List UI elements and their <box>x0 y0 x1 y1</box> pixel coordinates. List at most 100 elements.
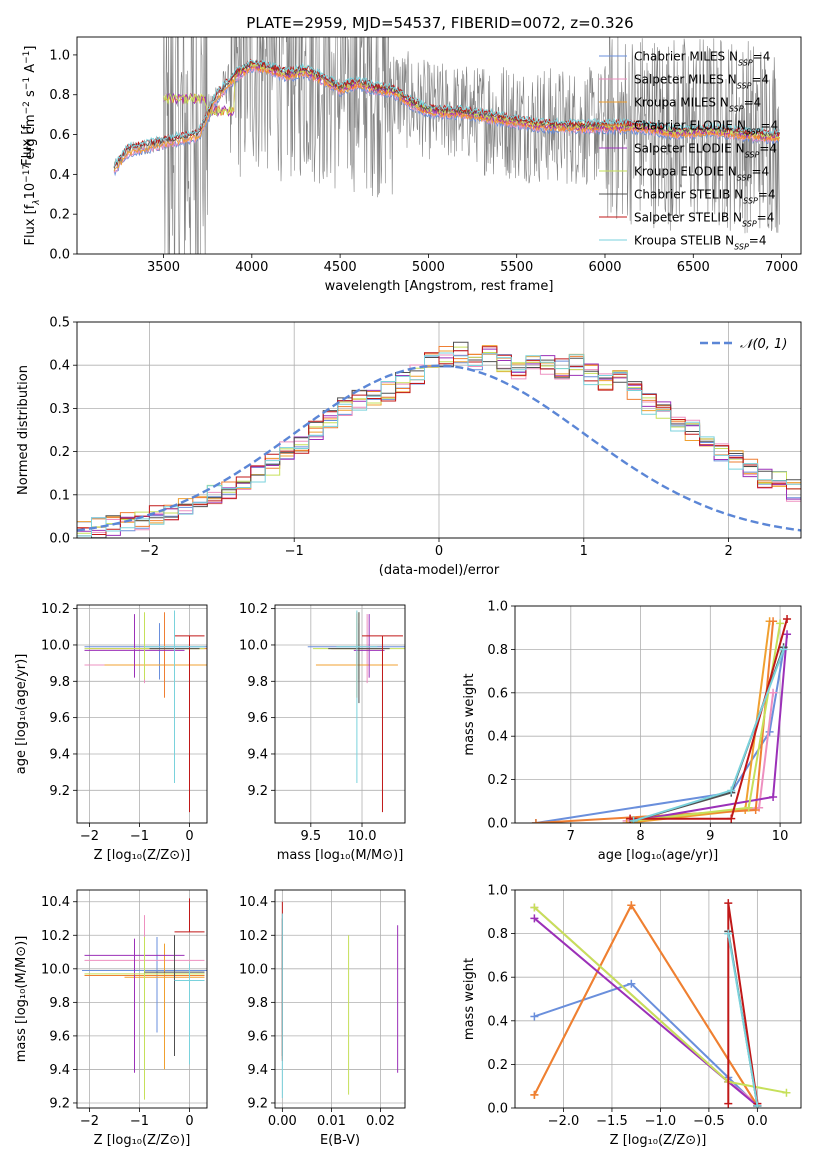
legend-entry-4: Salpeter ELODIE NSSP=4 <box>634 142 777 160</box>
weight-line <box>727 933 759 1106</box>
y-tick-label: 10.2 <box>239 602 268 617</box>
x-tick-label: 0 <box>185 829 193 844</box>
plot-area-mass-vs-Z <box>82 898 207 1100</box>
plot-area-weight-vs-Z <box>530 899 791 1108</box>
axes-frame <box>76 604 208 824</box>
x-axis-label: mass [log₁₀(M/M⊙)] <box>277 848 404 863</box>
legend-model-name: Kroupa ELODIE <box>634 165 724 179</box>
x-tick-label: 9 <box>706 829 714 844</box>
weight-series-0 <box>530 979 762 1108</box>
figure-title: PLATE=2959, MJD=54537, FIBERID=0072, z=0… <box>246 14 633 32</box>
x-tick-label: −2 <box>80 1114 99 1129</box>
legend-normal-label: 𝒩(0, 1) <box>740 337 787 352</box>
weight-marker <box>782 1088 791 1097</box>
y-tick-label: 0.1 <box>49 488 70 503</box>
x-axis-label: (data-model)/error <box>379 563 500 578</box>
x-tick-label: −1.5 <box>596 1114 628 1129</box>
x-tick-label: 9.5 <box>300 829 321 844</box>
x-axis-label: age [log₁₀(age/yr)] <box>598 848 719 863</box>
y-label-part: ] <box>23 46 38 51</box>
y-tick-label: 1.0 <box>487 600 508 615</box>
y-tick-label: 9.4 <box>49 1063 70 1078</box>
x-tick-label: −2 <box>80 829 99 844</box>
legend-n: N <box>725 234 734 248</box>
y-label-part: 10 <box>23 183 38 200</box>
weight-marker <box>776 619 785 628</box>
legend-ssp: SSP <box>745 150 760 159</box>
x-tick-label: 1 <box>580 544 588 559</box>
legend-n: N <box>733 211 742 225</box>
y-label-part: A <box>23 64 38 77</box>
errorbar-point-7 <box>174 635 205 813</box>
weight-marker <box>751 805 760 814</box>
legend-n: N <box>737 119 746 133</box>
legend-entry-7: Salpeter STELIB NSSP=4 <box>634 211 774 229</box>
weight-marker <box>724 929 733 938</box>
model-line-8 <box>113 59 780 167</box>
weight-marker <box>724 1099 733 1108</box>
y-tick-label: 0.2 <box>487 1058 508 1073</box>
y-tick-label: 0.8 <box>487 927 508 942</box>
panel-weight-vs-age: 7 8 9 10 0.0 0.2 0.4 0.6 0.8 1.0 age [log₁₀(age/yr… <box>462 600 802 863</box>
y-tick-label: 9.2 <box>49 1096 70 1111</box>
legend-entry-6: Chabrier STELIB NSSP=4 <box>634 188 776 206</box>
x-tick-label: 3500 <box>147 260 180 275</box>
y-tick-label: 0.2 <box>49 208 70 223</box>
plot-area-spectrum <box>113 37 780 254</box>
legend-n: N <box>728 73 737 87</box>
plot-area-mass-vs-ebv <box>281 901 399 1098</box>
x-tick-label: 2 <box>724 544 732 559</box>
x-axis-label: Z [log₁₀(Z/Z⊙)] <box>94 848 191 863</box>
y-axis-label: Flux [fλ10−17 erg cm−2 s−1 A−1] <box>22 46 42 246</box>
errorbar-point-6 <box>144 935 205 1057</box>
legend-eq: =4 <box>757 211 775 225</box>
axes-frame <box>76 889 208 1109</box>
y-tick-label: 9.2 <box>49 784 70 799</box>
y-axis-label: mass weight <box>462 958 477 1040</box>
weight-line <box>534 982 759 1107</box>
panel-mass-vs-Z: −2 −1 0 9.2 9.4 9.6 9.8 10.0 10.2 10.4 Z [log₁₀(Z/… <box>14 889 208 1148</box>
errorbar-point-4 <box>353 614 385 678</box>
y-tick-label: 9.2 <box>247 1096 268 1111</box>
x-tick-label: −1 <box>130 829 149 844</box>
legend-entry-2: Kroupa MILES NSSP=4 <box>634 96 761 114</box>
histogram-8 <box>77 352 801 537</box>
legend-eq: =4 <box>753 50 771 64</box>
x-tick-label: −2 <box>140 544 159 559</box>
legend-model-name: Salpeter ELODIE <box>634 142 732 156</box>
x-axis-label: Z [log₁₀(Z/Z⊙)] <box>94 1133 191 1148</box>
y-tick-label: 9.8 <box>247 675 268 690</box>
y-tick-label: 10.0 <box>239 638 268 653</box>
legend-eq: =4 <box>751 165 769 179</box>
axes-frame <box>76 321 802 539</box>
weight-marker <box>769 688 778 697</box>
legend-eq: =4 <box>744 96 762 110</box>
x-tick-label: 0.0 <box>747 1114 768 1129</box>
x-tick-label: −1 <box>285 544 304 559</box>
legend-ssp: SSP <box>743 196 758 205</box>
weight-series-8 <box>724 929 762 1108</box>
x-tick-label: −1 <box>130 1114 149 1129</box>
legend-model-name: Kroupa MILES <box>634 96 716 110</box>
y-tick-label: 9.2 <box>247 784 268 799</box>
legend-ssp: SSP <box>746 127 761 136</box>
legend-n: N <box>736 142 745 156</box>
y-label-part: erg cm <box>23 114 38 163</box>
weight-series-7 <box>724 899 762 1108</box>
model-line-6 <box>113 59 780 169</box>
legend-n: N <box>729 50 738 64</box>
errorbar-point-5 <box>84 936 205 1100</box>
legend-ssp: SSP <box>737 173 752 182</box>
normal-curve <box>77 364 801 532</box>
errorbar-point-2 <box>124 943 205 1070</box>
errorbar-point-0 <box>84 623 207 680</box>
panel-residuals: −2 −1 0 1 2 0.0 0.1 0.2 0.3 0.4 0.5 (data-model)/er… <box>16 316 802 578</box>
x-tick-label: 5500 <box>500 260 533 275</box>
legend-eq: =4 <box>758 188 776 202</box>
y-tick-label: 10.0 <box>41 638 70 653</box>
x-tick-label: −1.0 <box>645 1114 677 1129</box>
legend-ssp: SSP <box>738 58 753 67</box>
plot-area-age-vs-mass <box>307 610 405 813</box>
panel-weight-vs-Z: −2.0 −1.5 −1.0 −0.5 0.0 0.0 0.2 0.4 0.6 0.8 1.0 Z [… <box>462 884 802 1148</box>
legend-entry-8: Kroupa STELIB NSSP=4 <box>634 234 766 252</box>
